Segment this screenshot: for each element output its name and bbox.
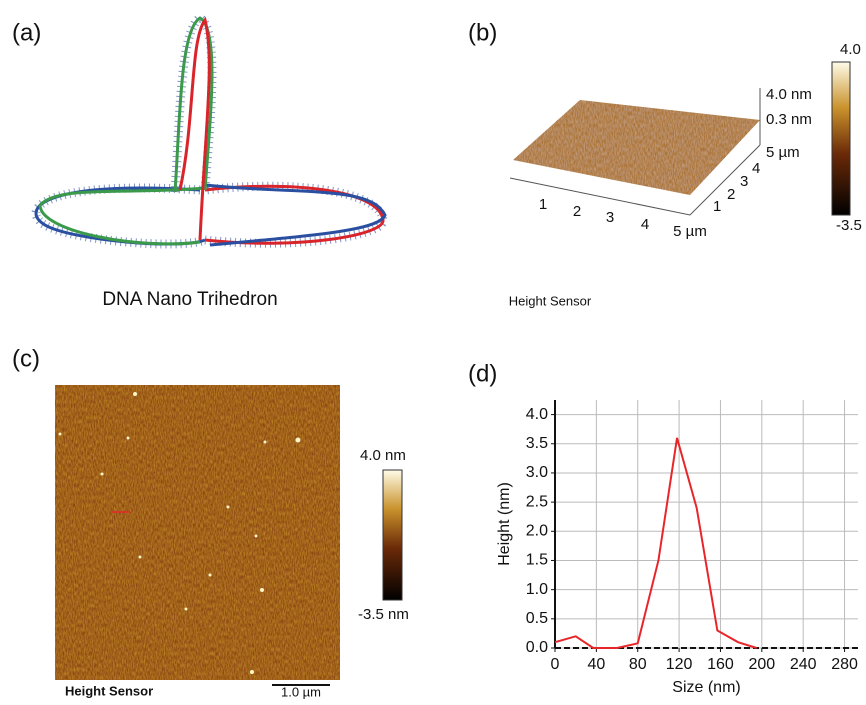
x-axis-label: Size (nm): [672, 679, 740, 696]
panel-label: (b): [468, 19, 497, 46]
afm-surface-tint: [513, 100, 760, 195]
y-tick-label: 0.0: [526, 639, 548, 656]
y-tick-label: 2.0: [526, 523, 548, 540]
scale-bar-label: 1.0 µm: [281, 684, 321, 699]
afm-image: [55, 385, 340, 680]
colorbar: [382, 469, 403, 601]
x-tick-label: 0: [551, 656, 560, 673]
x-tick-label: 160: [707, 656, 734, 673]
z-tick-label: 4.0 nm: [766, 86, 812, 103]
y-tick-label: 0.5: [526, 610, 548, 627]
caption: DNA Nano Trihedron: [102, 289, 277, 310]
caption: Height Sensor: [509, 293, 592, 308]
colorbar-min: -3.5 nm: [358, 606, 409, 623]
colorbar-max: 4.0 nm: [840, 41, 866, 58]
data-line: [554, 437, 757, 649]
panel-label: (d): [468, 360, 497, 387]
line-chart: 0.0 0.5 1.0 1.5 2.0 2.5 3.0 3.5 4.0 0 40 80 120 160 20…: [496, 400, 858, 696]
y-tick-label: 4: [752, 160, 760, 177]
dna-drawing: [31, 12, 388, 249]
x-tick-label: 80: [629, 656, 647, 673]
x-tick-label: 40: [587, 656, 605, 673]
caption: Height Sensor: [65, 683, 153, 698]
x-tick-label: 200: [748, 656, 775, 673]
x-tick-label: 280: [831, 656, 858, 673]
colorbar: [831, 61, 851, 216]
y-tick-label: 3.5: [526, 435, 548, 452]
z-tick-label: 0.3 nm: [766, 111, 812, 128]
x-tick-label: 1: [539, 196, 547, 213]
x-tick-label: 5 µm: [673, 223, 707, 240]
y-tick-label: 3.0: [526, 464, 548, 481]
y-tick-label: 5 µm: [766, 144, 800, 161]
x-tick-label: 120: [666, 656, 693, 673]
panel-label: (a): [12, 19, 41, 46]
colorbar-max: 4.0 nm: [360, 447, 406, 464]
y-tick-label: 2.5: [526, 493, 548, 510]
y-axis-label: Height (nm): [496, 482, 513, 566]
colorbar-min: -3.5 nm: [836, 217, 866, 234]
y-tick-label: 1: [713, 198, 721, 215]
x-tick-label: 240: [790, 656, 817, 673]
y-tick-label: 4.0: [526, 406, 548, 423]
surface-axes: [509, 88, 761, 216]
x-tick-label: 4: [641, 216, 649, 233]
panel-label: (c): [12, 345, 40, 372]
afm-particles: [58, 392, 301, 674]
y-tick-label: 1.5: [526, 552, 548, 569]
y-tick-label: 1.0: [526, 581, 548, 598]
x-tick-label: 3: [606, 209, 614, 226]
x-tick-label: 2: [573, 203, 581, 220]
y-tick-label: 2: [727, 186, 735, 203]
y-tick-label: 3: [740, 173, 748, 190]
